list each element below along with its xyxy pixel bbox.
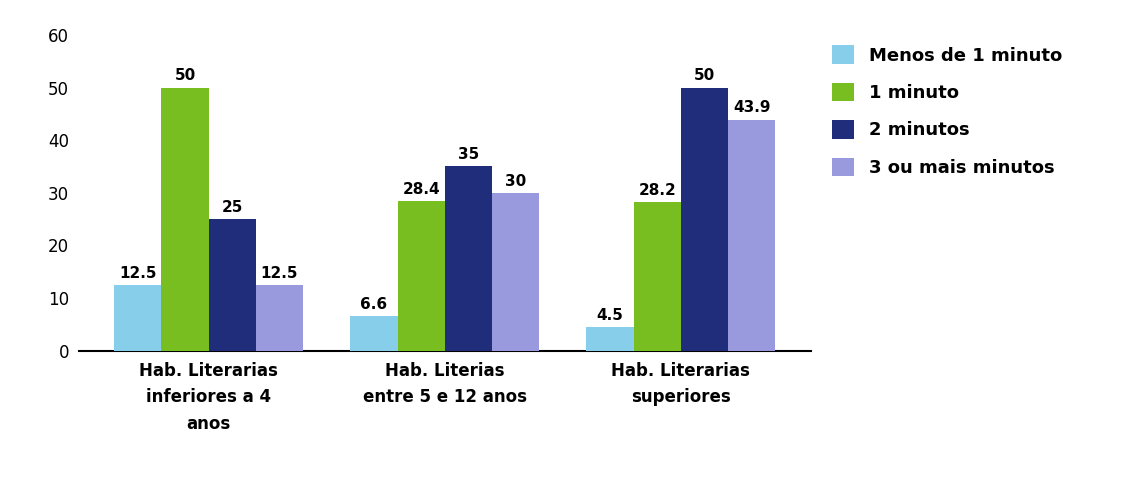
Bar <box>445 167 492 351</box>
Text: 35: 35 <box>458 147 479 162</box>
Text: 6.6: 6.6 <box>360 297 387 312</box>
Bar <box>729 120 776 351</box>
Text: 28.2: 28.2 <box>638 183 676 198</box>
Bar <box>350 316 397 351</box>
Bar <box>161 88 208 351</box>
Bar <box>208 219 256 351</box>
Text: 25: 25 <box>222 200 243 215</box>
Bar <box>634 202 681 351</box>
Text: 43.9: 43.9 <box>733 100 770 115</box>
Text: 50: 50 <box>175 68 196 83</box>
Legend: Menos de 1 minuto, 1 minuto, 2 minutos, 3 ou mais minutos: Menos de 1 minuto, 1 minuto, 2 minutos, … <box>828 40 1067 182</box>
Bar <box>397 201 445 351</box>
Bar <box>681 88 729 351</box>
Text: 4.5: 4.5 <box>597 308 624 323</box>
Text: 12.5: 12.5 <box>119 265 157 281</box>
Text: 30: 30 <box>504 173 526 188</box>
Bar <box>492 193 539 351</box>
Bar <box>587 327 634 351</box>
Bar <box>114 285 161 351</box>
Bar <box>256 285 303 351</box>
Text: 50: 50 <box>694 68 715 83</box>
Text: 28.4: 28.4 <box>402 182 440 197</box>
Text: 12.5: 12.5 <box>261 265 298 281</box>
